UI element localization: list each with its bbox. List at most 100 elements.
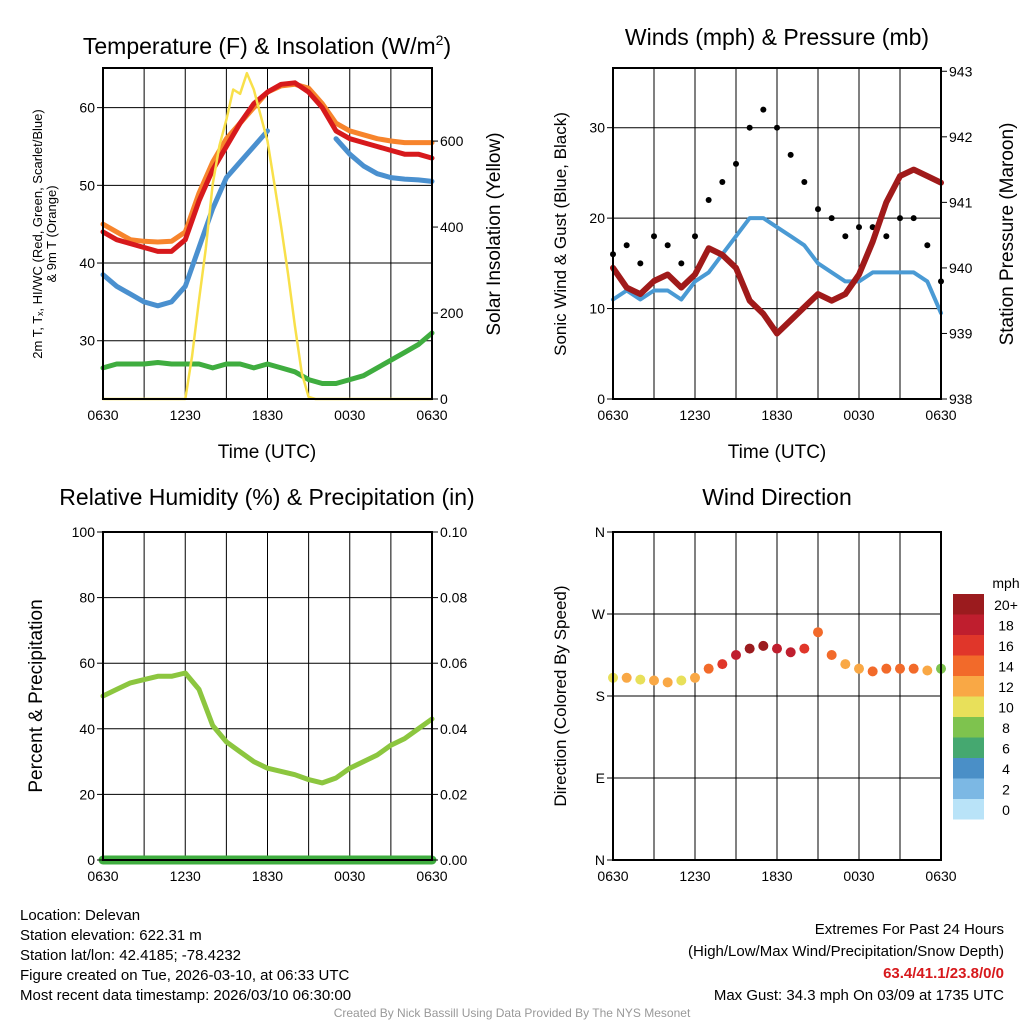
x-tick-label: 0630 <box>416 868 447 884</box>
y-right-tick-label: 0.10 <box>440 524 467 540</box>
x-tick-label: 1830 <box>761 868 792 884</box>
y-right-tick-label: 940 <box>949 260 973 276</box>
direction-point <box>758 640 769 651</box>
x-tick-label: 1830 <box>252 868 283 884</box>
direction-point <box>662 677 673 688</box>
x-tick-label: 1230 <box>170 407 201 423</box>
y-right-tick-label: 0.06 <box>440 655 467 671</box>
direction-point <box>690 672 700 683</box>
y-tick-label: 40 <box>79 721 95 737</box>
y-tick-label: 80 <box>79 590 95 606</box>
legend-swatch <box>953 614 984 635</box>
latlon: Station lat/lon: 42.4185; -78.4232 <box>20 947 242 964</box>
y-tick-label: 20 <box>589 210 605 226</box>
y-right-axis-label: Solar Insolation (Yellow) <box>484 132 505 335</box>
panel-2: 0630 1230 1830 0030 063001020309389399409419… <box>551 24 1018 463</box>
direction-point <box>649 675 659 686</box>
y-right-tick-label: 941 <box>949 194 973 210</box>
legend-label: 2 <box>1002 782 1010 798</box>
legend-swatch <box>953 635 984 656</box>
y-tick-label: 10 <box>589 301 605 317</box>
gust-point <box>774 124 780 131</box>
legend-label: 6 <box>1002 741 1010 757</box>
legend-swatch <box>953 737 984 758</box>
series-relative-humidity <box>100 670 435 786</box>
legend-swatch <box>953 696 984 717</box>
direction-point <box>908 663 919 674</box>
y-right-tick-label: 939 <box>949 325 973 341</box>
created: Figure created on Tue, 2026-03-10, at 06… <box>20 967 350 984</box>
gust-point <box>678 260 685 267</box>
x-tick-label: 0030 <box>334 407 365 423</box>
y-tick-label: 100 <box>72 524 96 540</box>
gust-point <box>924 242 931 249</box>
legend-swatch <box>953 676 984 697</box>
legend-swatch <box>953 717 984 738</box>
x-tick-label: 0630 <box>87 868 118 884</box>
gust-point <box>664 242 671 249</box>
x-tick-label: 0630 <box>597 868 628 884</box>
title-sup: 2 <box>436 32 444 48</box>
x-tick-label: 0630 <box>925 407 956 423</box>
y-tick-label: 60 <box>79 655 95 671</box>
y-right-tick-label: 0.08 <box>440 590 467 606</box>
y-tick-label: W <box>592 606 606 622</box>
direction-point <box>717 659 728 670</box>
direction-point <box>813 627 823 638</box>
legend-title: mph <box>992 575 1019 591</box>
y-right-tick-label: 943 <box>949 63 973 79</box>
legend-label: 4 <box>1002 761 1010 777</box>
gust-point <box>746 124 753 131</box>
extremes-sub: (High/Low/Max Wind/Precipitation/Snow De… <box>688 943 1004 960</box>
gust-point <box>623 242 630 249</box>
y-right-tick-label: 600 <box>440 133 464 149</box>
legend-label: 20+ <box>994 597 1018 613</box>
x-tick-label: 0030 <box>843 868 874 884</box>
y-tick-label: N <box>595 852 605 868</box>
panel-3: 0630 1230 1830 0030 06300204060801000.000.02… <box>26 484 475 884</box>
extremes-title: Extremes For Past 24 Hours <box>814 921 1004 938</box>
direction-point <box>922 665 933 676</box>
credit: Created By Nick Bassill Using Data Provi… <box>333 1006 691 1020</box>
x-tick-label: 1830 <box>761 407 792 423</box>
gust-point <box>637 260 644 267</box>
legend-label: 0 <box>1002 802 1010 818</box>
chart-title: Winds (mph) & Pressure (mb) <box>625 24 929 50</box>
series-2m-t <box>100 80 435 254</box>
x-axis-label: Time (UTC) <box>728 442 827 463</box>
gust-point <box>719 178 726 185</box>
x-tick-label: 0030 <box>334 868 365 884</box>
gust-point <box>883 233 890 240</box>
direction-point <box>621 672 632 683</box>
y-right-tick-label: 0.02 <box>440 786 467 802</box>
x-tick-label: 0630 <box>416 407 447 423</box>
x-tick-label: 1230 <box>170 868 201 884</box>
legend-swatch <box>953 758 984 779</box>
direction-point <box>676 675 687 686</box>
y-tick-label: 0 <box>87 852 95 868</box>
gust-point <box>801 178 808 185</box>
station-info: Location: Delevan Station elevation: 622… <box>20 906 351 1006</box>
direction-point <box>881 663 892 674</box>
direction-point <box>895 663 905 674</box>
legend-swatch <box>953 799 984 820</box>
x-tick-label: 1230 <box>679 868 710 884</box>
legend-swatch <box>953 778 984 799</box>
y-right-tick-label: 0.00 <box>440 852 467 868</box>
x-axis-label: Time (UTC) <box>218 442 317 463</box>
x-tick-label: 0630 <box>597 407 628 423</box>
y-right-tick-label: 938 <box>949 391 973 407</box>
y-tick-label: N <box>595 524 605 540</box>
y-axis-label-2: & 9m T (Orange) <box>44 185 59 282</box>
extremes-values: 63.4/41.1/23.8/0/0 <box>883 965 1004 982</box>
series-td <box>100 330 435 386</box>
x-tick-label: 0630 <box>925 868 956 884</box>
gust-point <box>692 233 698 240</box>
direction-point <box>854 663 864 674</box>
extremes: Extremes For Past 24 Hours (High/Low/Max… <box>688 919 1004 1007</box>
direction-point <box>826 650 837 660</box>
gust-point <box>815 206 821 213</box>
series-station-pressure <box>610 166 944 337</box>
x-tick-label: 1830 <box>252 407 283 423</box>
